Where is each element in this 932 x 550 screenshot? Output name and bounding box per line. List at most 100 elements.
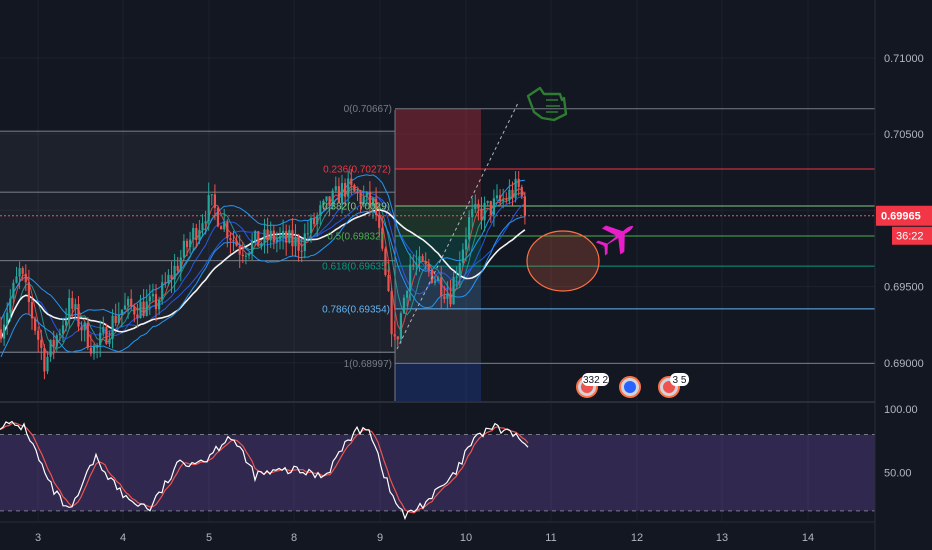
target-ellipse[interactable] (526, 230, 600, 292)
fib-level-label: 0.618(0.69635) (322, 262, 390, 273)
time-tick-label: 9 (377, 532, 383, 544)
candle-body (399, 313, 402, 340)
candle-body (291, 230, 294, 247)
candle-body (247, 253, 251, 256)
candle-body (285, 231, 288, 243)
candle-body (142, 301, 145, 316)
fib-level-label: 0.236(0.70272) (323, 164, 391, 175)
event-badge-label: 332 2 (582, 373, 609, 386)
candle-body (514, 178, 517, 199)
candle-body (15, 276, 18, 283)
candle-body (483, 202, 486, 221)
candle-body (154, 294, 158, 310)
time-tick-label: 10 (460, 532, 472, 544)
candle-body (303, 233, 306, 252)
candle-body (486, 201, 489, 203)
candle-body (96, 344, 99, 346)
oscillator-band (0, 434, 875, 511)
candle-body (198, 229, 201, 241)
countdown-label: 36:22 (896, 231, 924, 243)
countdown-badge (892, 226, 932, 245)
candle-body (241, 254, 244, 257)
candle-body (207, 195, 210, 222)
fib-zone (395, 236, 481, 267)
candle-body (148, 296, 151, 302)
candle-body (120, 309, 123, 315)
candle-body (300, 250, 303, 252)
fib-zone (395, 308, 481, 364)
candle-body (89, 347, 92, 354)
candle-body (170, 274, 173, 280)
candle-body (105, 327, 108, 344)
time-tick-label: 4 (120, 532, 126, 544)
candle-body (505, 199, 508, 201)
candle-body (92, 345, 96, 354)
candle-body (24, 273, 27, 283)
candle-body (133, 306, 136, 315)
price-axis-background (875, 0, 932, 550)
candle-body (55, 335, 58, 347)
time-tick-label: 5 (206, 532, 212, 544)
candle-body (499, 195, 502, 202)
economic-event-badges[interactable]: 332 2 3 5 (576, 373, 689, 398)
candle-body (189, 239, 192, 248)
candle-body (136, 314, 139, 319)
candle-body (511, 189, 514, 199)
candle-body (80, 326, 83, 331)
candle-body (21, 268, 24, 274)
time-tick-label: 12 (631, 532, 643, 544)
candle-body (182, 240, 185, 258)
candle-body (421, 256, 424, 262)
candle-body (111, 315, 114, 339)
candle-body (316, 215, 319, 225)
candle-body (350, 178, 353, 185)
candle-body (306, 233, 309, 235)
chart-drawings (396, 86, 634, 350)
candle-body (402, 297, 406, 314)
candle-body (77, 304, 80, 327)
candle-body (130, 298, 133, 307)
candle-body (201, 223, 204, 230)
candle-body (356, 191, 359, 194)
candle-body (9, 298, 12, 313)
candle-body (232, 240, 235, 242)
candle-body (235, 240, 238, 246)
candle-body (83, 322, 86, 331)
candle-body (319, 205, 322, 216)
fib-level-label: 0.382(0.70029) (322, 201, 390, 212)
candle-body (430, 269, 433, 283)
fib-zone (395, 168, 481, 206)
candle-body (415, 263, 418, 265)
candle-body (61, 325, 65, 334)
candle-body (464, 239, 468, 250)
candle-body (161, 282, 164, 300)
candle-body (344, 183, 347, 197)
candle-body (322, 200, 325, 206)
candle-body (244, 255, 247, 257)
candle-body (151, 294, 154, 297)
candle-body (406, 291, 409, 298)
candle-body (275, 239, 278, 243)
candle-body (337, 186, 340, 204)
candle-body (313, 218, 316, 225)
candle-body (260, 243, 263, 247)
candle-body (223, 221, 226, 230)
candle-body (145, 301, 148, 316)
oscillator-main-line (0, 420, 529, 521)
candle-body (375, 198, 378, 216)
candle-body (492, 198, 495, 215)
candle-body (495, 195, 499, 199)
candle-body (226, 221, 229, 239)
candle-body (409, 264, 412, 292)
candle-body (353, 184, 356, 192)
candle-body (195, 227, 198, 241)
candle-body (480, 208, 483, 221)
fibonacci-labels: 0(0.70667) 0.236(0.70272) 0.382(0.70029) 0.… (322, 104, 392, 370)
candle-body (334, 186, 337, 191)
candle-body (468, 217, 471, 240)
candle-body (418, 256, 421, 264)
candle-body (269, 230, 272, 241)
